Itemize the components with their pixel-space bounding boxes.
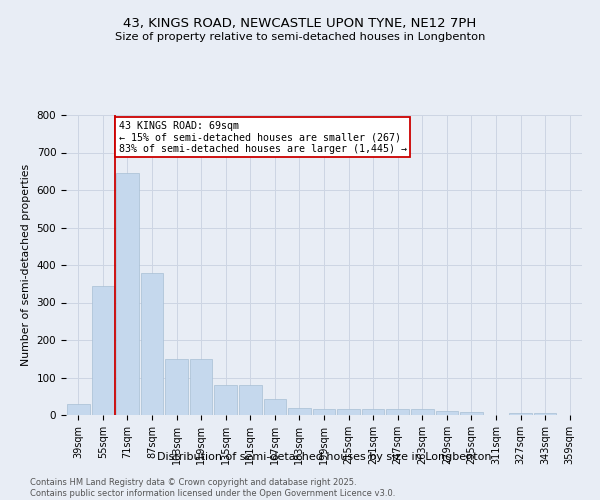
Bar [116,173,139,415]
Bar [165,359,188,415]
Text: Size of property relative to semi-detached houses in Longbenton: Size of property relative to semi-detach… [115,32,485,42]
Bar [288,408,311,415]
Bar [263,399,286,415]
Bar [313,410,335,415]
Bar [362,410,385,415]
Text: Contains HM Land Registry data © Crown copyright and database right 2025.
Contai: Contains HM Land Registry data © Crown c… [30,478,395,498]
Bar [386,410,409,415]
Y-axis label: Number of semi-detached properties: Number of semi-detached properties [21,164,31,366]
Bar [534,413,556,415]
Text: 43, KINGS ROAD, NEWCASTLE UPON TYNE, NE12 7PH: 43, KINGS ROAD, NEWCASTLE UPON TYNE, NE1… [124,18,476,30]
Bar [92,286,114,415]
Text: 43 KINGS ROAD: 69sqm
← 15% of semi-detached houses are smaller (267)
83% of semi: 43 KINGS ROAD: 69sqm ← 15% of semi-detac… [119,120,407,154]
Bar [436,410,458,415]
Bar [67,404,89,415]
Bar [509,413,532,415]
Bar [337,410,360,415]
Bar [190,359,212,415]
Bar [140,272,163,415]
Bar [239,385,262,415]
Bar [460,412,483,415]
Bar [411,410,434,415]
Bar [214,385,237,415]
Text: Distribution of semi-detached houses by size in Longbenton: Distribution of semi-detached houses by … [157,452,491,462]
